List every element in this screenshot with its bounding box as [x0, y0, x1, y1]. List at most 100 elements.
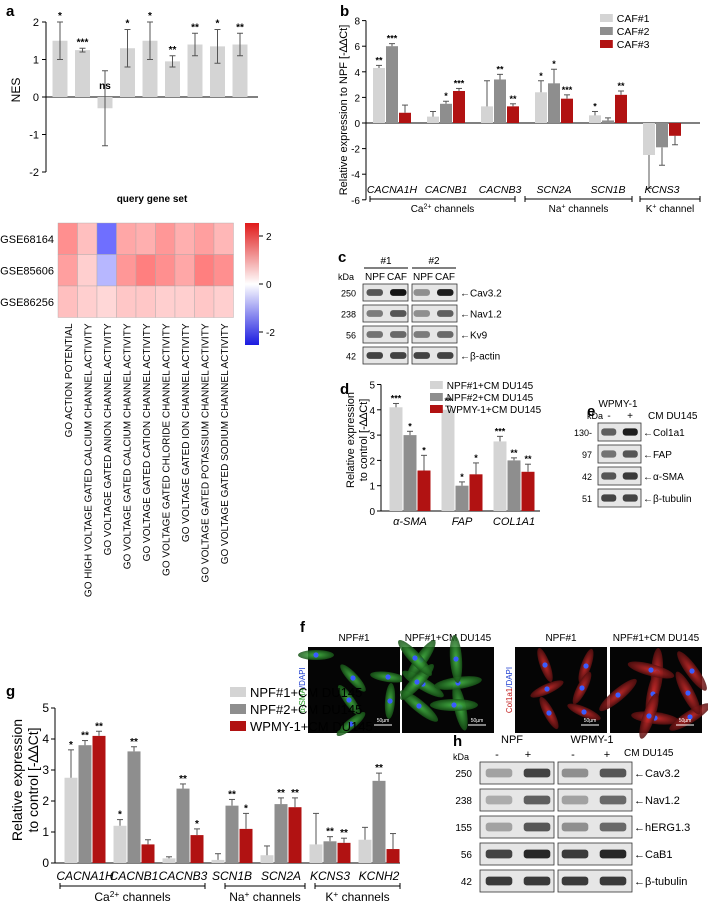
b-bar: [481, 106, 493, 123]
b-bar: [656, 123, 668, 148]
panel-g: g Relative expression to control [-∆∆Ct]…: [6, 683, 401, 904]
h-band: [599, 822, 627, 832]
panel-a-letter: a: [6, 3, 15, 20]
g-significance: **: [277, 788, 285, 799]
f-scale-label: 50µm: [377, 718, 390, 724]
b-legend-swatch: [600, 14, 613, 22]
b-legend-label: CAF#2: [617, 26, 650, 38]
h-band: [599, 795, 627, 805]
f-right-title: NPF#1+CM DU145: [613, 633, 700, 644]
e-blot-strip: [597, 488, 642, 508]
f-left-stain-label: α-SMA/DAPI: [298, 667, 307, 713]
e-band: [601, 450, 617, 458]
c-band: [437, 289, 454, 296]
d-legend-swatch: [430, 405, 443, 413]
d-significance: **: [510, 448, 518, 458]
e-kda-header: kDa: [587, 411, 603, 421]
b-bar: [507, 106, 519, 123]
heatmap-cell: [155, 254, 176, 287]
heatmap-column-label: GO VOLTAGE GATED ANION CHANNEL ACTIVITY: [103, 323, 114, 555]
b-gene-label: CACNA1H: [367, 184, 418, 196]
f-nucleus: [689, 668, 695, 674]
b-y-tick-label: 2: [354, 93, 360, 104]
e-protein-label: ←Col1a1: [643, 428, 685, 439]
b-bar: [399, 112, 411, 123]
c-blot-strip: [362, 304, 409, 323]
b-y-tick-label: -4: [351, 170, 360, 181]
g-bar: [260, 855, 274, 863]
g-significance: *: [195, 819, 199, 830]
a-y-tick-label: 2: [33, 17, 39, 29]
panel-d-bars: ****************: [389, 393, 535, 511]
e-kda-marker: 51: [582, 494, 592, 504]
d-legend-label: NPF#1+CM DU145: [447, 381, 534, 392]
b-y-tick-label: 8: [354, 17, 360, 28]
panel-a-bars: ****ns****** * **: [52, 11, 248, 147]
h-band: [599, 876, 627, 886]
panel-b: b Relative expression to NPF [-∆∆Ct] 8 6 4…: [338, 3, 701, 215]
c-band: [390, 352, 407, 359]
b-y-tick-label: 6: [354, 42, 360, 53]
h-kda-marker: 155: [455, 823, 472, 834]
c-kda-marker: 42: [346, 352, 356, 362]
d-bar: [469, 474, 483, 511]
b-gene-label: KCNS3: [644, 184, 679, 196]
b-significance: **: [375, 55, 383, 65]
b-significance: **: [496, 64, 504, 74]
c-band: [413, 310, 430, 317]
d-gene-label: FAP: [452, 516, 473, 528]
heatmap-cell: [135, 222, 156, 255]
h-band: [561, 822, 589, 832]
g-group-label: K+ channels: [325, 889, 389, 904]
panel-h-western-blot: kDa NPF WPMY-1 - + - + CM DU145 250 ←Cav3.2 238 ←Na…: [453, 734, 690, 893]
b-legend-label: CAF#3: [617, 39, 650, 51]
a-significance: **: [236, 22, 244, 33]
h-band: [485, 768, 513, 778]
heatmap-row-labels: GSE68164 GSE85606 GSE86256: [0, 234, 54, 309]
panel-g-bars: **************** **** ****: [64, 721, 400, 863]
e-band: [601, 472, 617, 480]
f-scale-label: 50µm: [471, 718, 484, 724]
c-protein-label: ←Cav3.2: [460, 289, 502, 300]
d-bar: [403, 435, 417, 511]
b-bar: [494, 79, 506, 123]
b-significance: *: [539, 71, 543, 81]
heatmap-cell: [194, 285, 215, 318]
c-band: [366, 331, 383, 338]
f-nucleus: [414, 679, 420, 685]
f-nucleus: [385, 674, 391, 680]
panel-d: d Relative expression to control [-∆∆Ct]…: [340, 381, 542, 529]
h-band: [485, 876, 513, 886]
h-blot-strip: [479, 869, 555, 893]
e-band: [622, 450, 638, 458]
g-bar: [211, 859, 225, 863]
b-bar: [373, 67, 385, 123]
h-blot-strip: [479, 761, 555, 785]
h-blot-strip: [479, 815, 555, 839]
g-y-tick-label: 0: [42, 856, 49, 870]
c-band: [413, 352, 430, 359]
c-band: [366, 289, 383, 296]
f-nucleus: [350, 675, 356, 681]
g-gene-label: CACNB3: [159, 869, 208, 883]
e-protein-label: ←β-tubulin: [643, 494, 692, 505]
g-gene-label: KCNH2: [359, 869, 400, 883]
e-blot-strip: [597, 422, 642, 442]
panel-b-ylabel: Relative expression to NPF [-∆∆Ct]: [338, 25, 350, 196]
e-protein-label: ←FAP: [643, 450, 672, 461]
heatmap-cell: [77, 222, 98, 255]
d-bar: [389, 407, 403, 511]
f-nucleus: [544, 686, 550, 692]
heatmap-column-label: GO VOLTAGE GATED ION CHANNEL ACTIVITY: [181, 323, 192, 542]
b-bar: [669, 123, 681, 136]
heatmap-cell: [96, 285, 117, 318]
g-bar: [176, 788, 190, 863]
b-legend-swatch: [600, 40, 613, 48]
g-significance: **: [326, 827, 334, 838]
e-kda-marker: 97: [582, 450, 592, 460]
h-group-label: NPF: [501, 734, 523, 746]
h-protein-label: ←β-tubulin: [634, 876, 687, 888]
e-band: [601, 494, 617, 502]
d-y-tick-label: 0: [369, 507, 375, 518]
g-significance: *: [244, 803, 248, 814]
